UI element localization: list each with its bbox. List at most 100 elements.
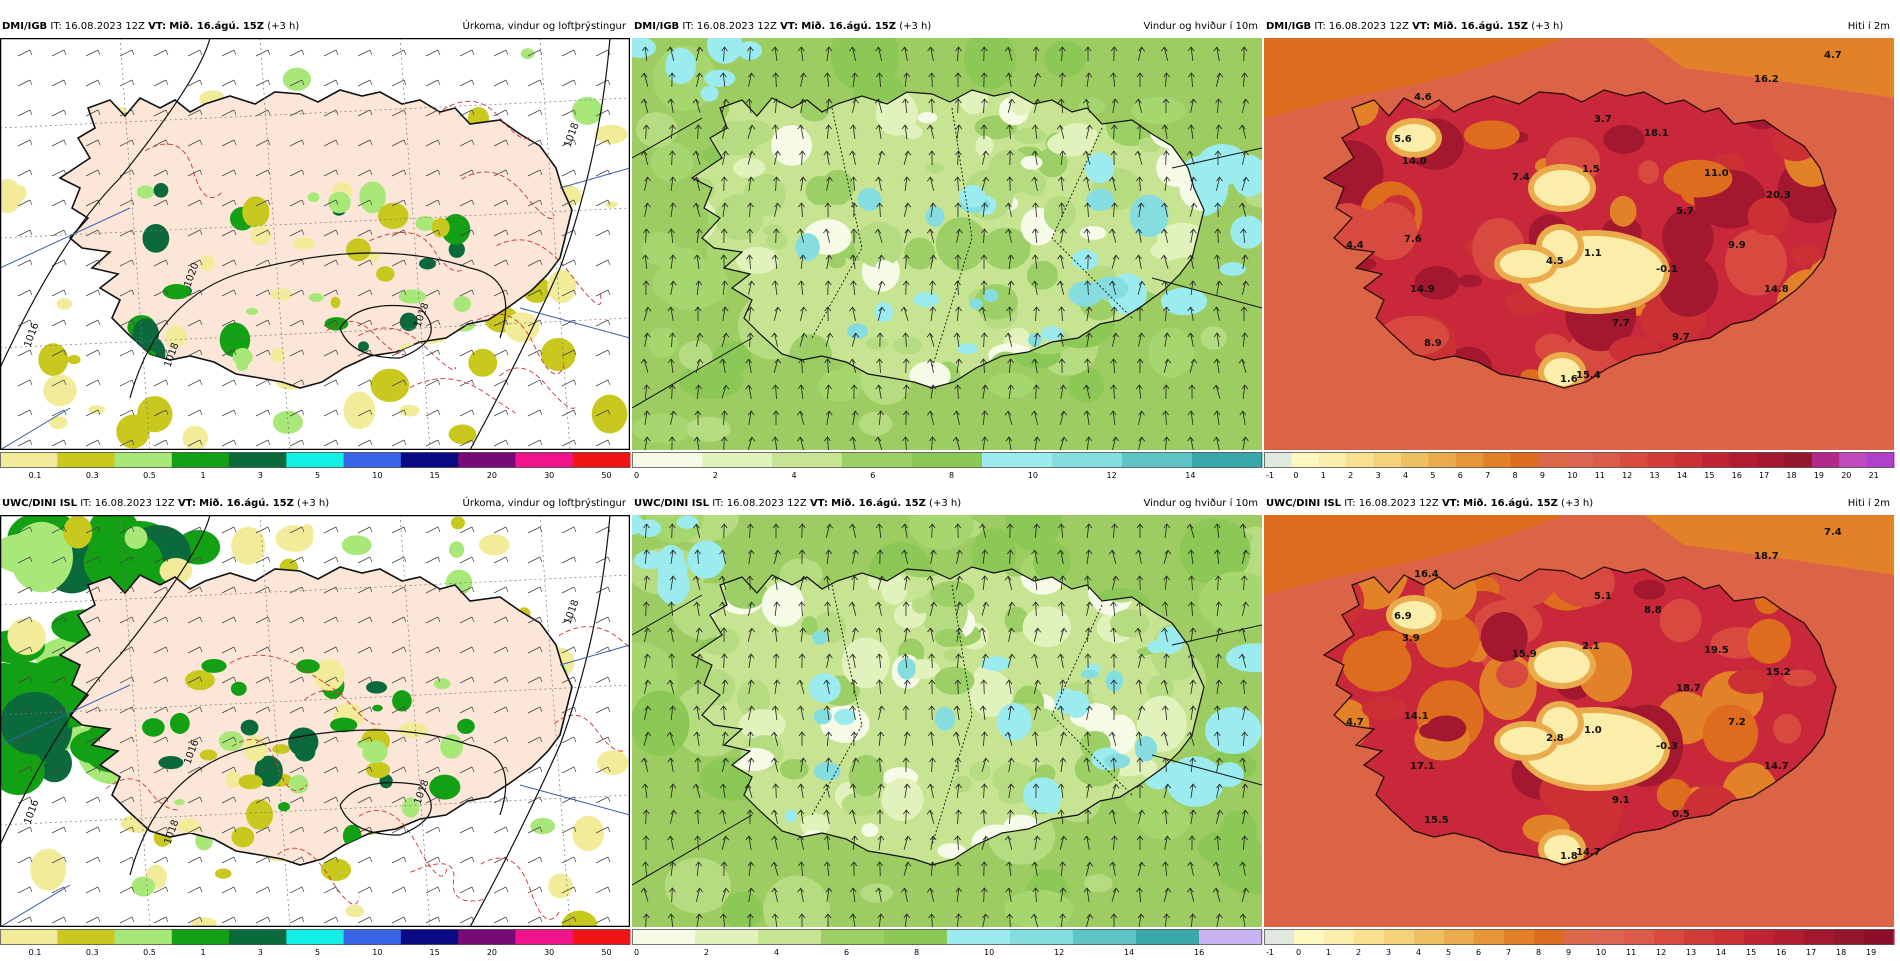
temperature-label: 8.9 <box>1424 338 1442 349</box>
precip-cell <box>272 744 290 754</box>
init-time: IT: 16.08.2023 12Z <box>1314 21 1409 32</box>
wind-cell <box>861 823 878 837</box>
colorbar-tick-label: 50 <box>601 471 611 480</box>
colorbar-tick-label: 5 <box>315 471 320 480</box>
init-time: IT: 16.08.2023 12Z <box>80 498 175 509</box>
wind-cell <box>1110 609 1150 637</box>
colorbar-swatch <box>1774 929 1805 945</box>
colorbar-tick-label: 1 <box>1321 471 1326 480</box>
gust-cell <box>1068 281 1102 307</box>
wind-cell <box>841 792 880 816</box>
colorbar-tick-label: 15 <box>430 471 440 480</box>
temp-region <box>1610 196 1637 227</box>
colorbar-swatch <box>458 452 516 468</box>
colorbar-swatch <box>1784 452 1812 468</box>
wind-cell <box>762 582 804 627</box>
colorbar-tick-label: 4 <box>1403 471 1408 480</box>
precip-cell <box>7 618 45 655</box>
gust-cell <box>637 519 661 537</box>
precip-cell <box>158 756 183 769</box>
precip-cell <box>283 68 311 91</box>
precip-cell <box>376 266 394 281</box>
precip-cell <box>597 750 628 775</box>
precip-cell <box>49 416 67 429</box>
gust-cell <box>1023 777 1062 812</box>
valid-time: Mið. 16.ágú. 15Z <box>831 498 926 509</box>
colorbar-swatch <box>1264 929 1295 945</box>
valid-prefix: VT: <box>178 498 196 509</box>
colorbar-swatch <box>1675 452 1703 468</box>
valid-prefix: VT: <box>780 21 798 32</box>
colorbar-tick-label: 5 <box>315 948 320 957</box>
precip-cell <box>125 526 148 549</box>
precip-cell <box>278 802 290 811</box>
colorbar-tick-label: 18 <box>1836 948 1846 957</box>
colorbar-tick-label: 12 <box>1107 471 1117 480</box>
gust-cell <box>858 188 882 211</box>
temp-region <box>1773 714 1801 744</box>
panel-header: UWC/DINI ISL IT: 16.08.2023 12Z VT: Mið.… <box>632 495 1262 513</box>
gust-cell <box>1081 670 1099 679</box>
gust-cell <box>1215 762 1243 787</box>
colorbar-swatch <box>286 929 344 945</box>
wind-cell <box>1044 41 1085 78</box>
field-title: Úrkoma, vindur og loftþrýstingur <box>463 18 626 36</box>
temperature-label: 3.7 <box>1594 114 1612 125</box>
gust-cell <box>959 185 985 208</box>
precip-cell <box>308 192 320 202</box>
precip-cell <box>238 774 262 789</box>
gust-cell <box>913 292 939 307</box>
colorbar-tick-label: 2 <box>1356 948 1361 957</box>
colorbar-swatch <box>1401 452 1429 468</box>
colorbar-tick-label: 30 <box>544 948 554 957</box>
colorbar-tick-label: 7 <box>1485 471 1490 480</box>
precip-cell <box>200 750 217 761</box>
colorbar-tick-label: 0.3 <box>86 471 99 480</box>
wind-cell <box>953 776 972 792</box>
precip-cell <box>530 818 555 834</box>
init-time: IT: 16.08.2023 12Z <box>1344 498 1439 509</box>
field-title: Hiti í 2m <box>1848 18 1890 36</box>
gust-cell <box>982 656 1011 671</box>
gust-cell <box>957 343 978 354</box>
colorbar-swatch <box>57 929 115 945</box>
precip-cell <box>131 876 155 896</box>
map-view[interactable] <box>632 515 1262 927</box>
gust-cell <box>1072 249 1099 270</box>
colorbar-swatch <box>1594 929 1625 945</box>
wind-cell <box>1023 607 1071 648</box>
colorbar-tick-label: 9 <box>1566 948 1571 957</box>
wind-cell <box>912 597 930 613</box>
precip-cell <box>38 343 68 376</box>
gust-cell <box>1135 736 1157 761</box>
gust-cell <box>834 709 856 725</box>
map-view[interactable] <box>632 38 1262 450</box>
temperature-label: 4.6 <box>1414 92 1432 103</box>
temperature-label: 4.5 <box>1546 256 1564 267</box>
gust-cell <box>1220 262 1246 276</box>
precip-cell <box>0 692 68 755</box>
gust-cell <box>688 541 726 579</box>
colorbar-tick-label: 6 <box>1476 948 1481 957</box>
colorbar-tick-label: 13 <box>1649 471 1659 480</box>
precip-cell <box>371 369 410 402</box>
precip-cell <box>457 719 475 734</box>
glacier <box>1534 647 1590 683</box>
temperature-label: 9.1 <box>1612 795 1630 806</box>
colorbar-swatch <box>0 452 58 468</box>
wind-cell <box>632 691 689 757</box>
temp-region <box>1747 619 1791 664</box>
precip-cell <box>572 97 603 125</box>
colorbar-swatch <box>1744 929 1775 945</box>
panel-header: UWC/DINI ISL IT: 16.08.2023 12Z VT: Mið.… <box>0 495 630 513</box>
colorbar-tick-label: 12 <box>1656 948 1666 957</box>
precip-cell <box>226 771 241 789</box>
lead-time: (+3 h) <box>1561 498 1593 509</box>
temperature-label: 18.1 <box>1644 128 1669 139</box>
precip-cell <box>398 722 428 738</box>
wind-cell <box>771 125 812 166</box>
